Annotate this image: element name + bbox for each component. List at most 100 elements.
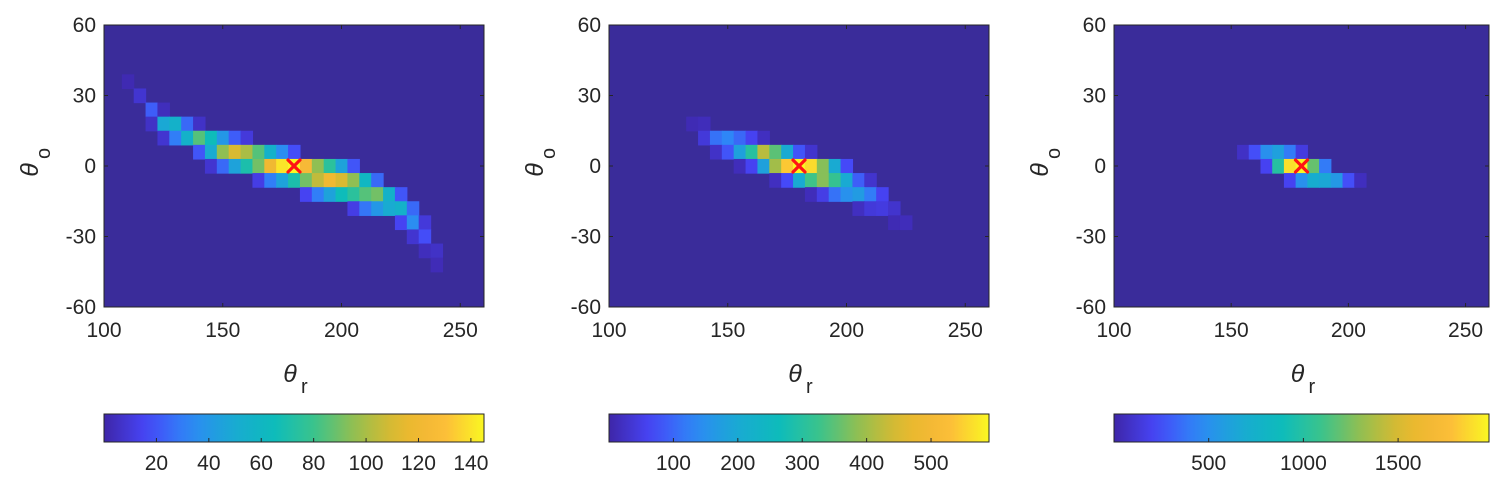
heatmap-cell xyxy=(288,173,301,188)
heatmap-cell xyxy=(793,144,806,160)
heatmap-cell xyxy=(359,201,372,216)
heatmap-cell xyxy=(276,173,289,188)
y-tick-label: -60 xyxy=(1076,296,1106,319)
heatmap-cell xyxy=(133,88,147,104)
heatmap-cell xyxy=(430,257,444,273)
heatmap-cell xyxy=(828,173,842,188)
heatmap-cell xyxy=(888,215,901,231)
heatmap-cell xyxy=(216,130,230,146)
y-axis-label-group: θo xyxy=(521,148,560,177)
heatmap-cell xyxy=(888,201,901,216)
y-tick-label: -60 xyxy=(571,296,601,319)
heatmap-cell xyxy=(169,116,182,132)
heatmap-cell xyxy=(181,130,194,146)
heatmap-cell xyxy=(876,201,889,216)
y-tick-label: -30 xyxy=(1076,226,1106,249)
heatmap-cell xyxy=(252,144,265,160)
heatmap-cell xyxy=(745,130,759,146)
heatmap-cell xyxy=(1342,173,1355,188)
heatmap-cell xyxy=(394,187,408,202)
heatmap-cell xyxy=(252,173,265,188)
x-tick-label: 100 xyxy=(1096,319,1131,342)
heatmap-cell xyxy=(1330,173,1344,188)
heatmap-cell xyxy=(1319,158,1332,174)
heatmap-cell xyxy=(228,144,242,160)
heatmap-cell xyxy=(804,158,818,174)
heatmap-cell xyxy=(323,158,337,174)
x-axis-label-subscript: r xyxy=(301,376,308,398)
heatmap-cell xyxy=(299,173,313,188)
colorbar-tick-label: 300 xyxy=(785,452,820,475)
x-tick-label: 150 xyxy=(710,319,745,342)
heatmap-cell xyxy=(876,187,889,202)
heatmap-cell xyxy=(276,144,289,160)
heatmap-cell xyxy=(264,173,277,188)
heatmap-cell xyxy=(733,144,747,160)
heatmap-cell xyxy=(347,158,360,174)
heatmap-cell xyxy=(840,173,854,188)
heatmap-cell xyxy=(216,158,230,174)
x-tick-label: 100 xyxy=(86,319,121,342)
heatmap-cell xyxy=(769,173,782,188)
x-tick-label: 200 xyxy=(829,319,864,342)
heatmap-cell xyxy=(383,201,396,216)
heatmap-cell xyxy=(721,144,735,160)
y-axis-label: θ xyxy=(521,163,549,177)
heatmap-cell xyxy=(769,144,782,160)
heatmap-cell xyxy=(781,173,794,188)
y-axis-label-subscript: o xyxy=(538,148,560,159)
heatmap-cell xyxy=(757,144,770,160)
heatmap-cell xyxy=(864,173,877,188)
heatmap-cell xyxy=(1260,158,1273,174)
x-tick-label: 250 xyxy=(1448,319,1483,342)
heatmap-cell xyxy=(1272,158,1285,174)
y-tick-label: 0 xyxy=(84,155,96,178)
heatmap-cell xyxy=(709,144,723,160)
heatmap-cell xyxy=(804,144,818,160)
heatmap-cell xyxy=(276,158,289,174)
heatmap-cell xyxy=(1354,173,1367,188)
y-axis-label-subscript: o xyxy=(1043,148,1065,159)
heatmap-cell xyxy=(698,116,711,132)
heatmap-cell xyxy=(228,130,242,146)
y-tick-label: 0 xyxy=(589,155,601,178)
heatmap-cell xyxy=(430,243,444,259)
heatmap-cell xyxy=(793,173,806,188)
heatmap-cell xyxy=(1295,144,1308,160)
y-axis-label-subscript: o xyxy=(33,148,55,159)
colorbar-tick-label: 1500 xyxy=(1375,452,1422,475)
x-axis-label-subscript: r xyxy=(1309,376,1316,398)
heatmap-cell xyxy=(157,130,170,146)
y-axis-label: θ xyxy=(1026,163,1054,177)
heatmap-cell xyxy=(157,102,170,118)
heatmap-cell xyxy=(204,158,218,174)
heatmap-cell xyxy=(145,102,159,118)
colorbar-frame xyxy=(608,413,990,443)
colorbar-tick-label: 120 xyxy=(401,452,436,475)
heatmap-cell xyxy=(418,229,432,245)
x-tick-label: 150 xyxy=(1214,319,1249,342)
heatmap-cell xyxy=(757,158,770,174)
colorbar-tick-label: 60 xyxy=(250,452,273,475)
colorbar-tick-label: 100 xyxy=(656,452,691,475)
colorbar-frame xyxy=(1113,413,1490,443)
heatmap-cell xyxy=(240,144,254,160)
heatmap-cell xyxy=(852,201,865,216)
heatmap-cell xyxy=(264,144,277,160)
heatmap-cell xyxy=(288,144,301,160)
y-tick-label: -30 xyxy=(66,226,96,249)
colorbar-tick-label: 400 xyxy=(849,452,884,475)
heatmap-cell xyxy=(252,158,265,174)
y-tick-label: -60 xyxy=(66,296,96,319)
reference-marker-x-stroke-2 xyxy=(286,158,302,174)
heatmap-cell xyxy=(335,187,349,202)
heatmap-cell xyxy=(311,173,325,188)
heatmap-cell xyxy=(145,116,159,132)
x-tick-label: 100 xyxy=(591,319,626,342)
heatmap-cell xyxy=(181,116,194,132)
heatmap-cell xyxy=(840,158,854,174)
heatmap-cell xyxy=(840,187,854,202)
reference-marker-x-stroke-2 xyxy=(1293,158,1310,174)
heatmap-cell xyxy=(781,144,794,160)
